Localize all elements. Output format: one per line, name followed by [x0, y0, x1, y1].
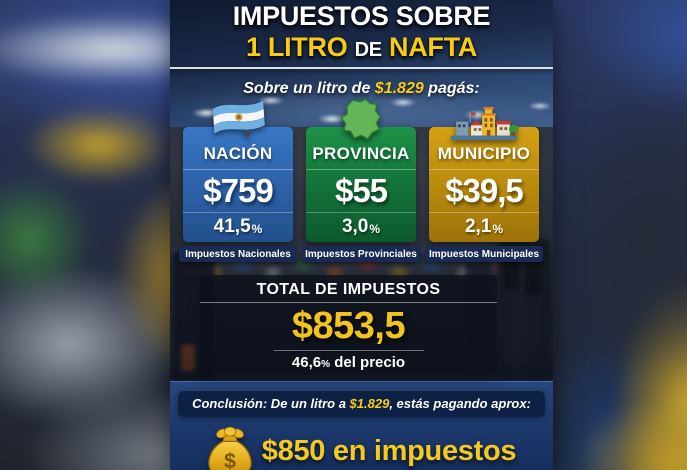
payout-text: $850 en impuestos	[261, 435, 517, 467]
argentina-flag-icon	[183, 97, 293, 141]
card-percent: 2,1%	[464, 216, 504, 237]
tax-card-nacion: NACIÓN $759 41,5% Impuestos Nacionales	[179, 85, 297, 262]
title-line2: 1 LITRO DE NAFTA	[170, 32, 553, 66]
subtitle: Sobre un litro de $1.829 pagás:	[243, 80, 480, 97]
conclusion-bar: Conclusión: De un litro a $1.829, estás …	[178, 390, 545, 417]
subtitle-price: $1.829	[374, 80, 424, 97]
svg-text:$: $	[224, 450, 236, 470]
tax-card-provincia: PROVINCIA $55 3,0% Impuestos Provinciale…	[302, 85, 420, 262]
card-amount: $39,5	[429, 170, 539, 213]
card-title: MUNICIPIO	[429, 127, 539, 170]
card-body-municipio: MUNICIPIO $39,5 2,1%	[429, 127, 539, 242]
total-amount: $853,5	[291, 305, 406, 347]
total-panel: TOTAL DE IMPUESTOS $853,5 46,6% del prec…	[200, 275, 497, 375]
card-body-provincia: PROVINCIA $55 3,0%	[306, 127, 416, 242]
title-nafta: NAFTA	[381, 32, 477, 62]
percent-sign: %	[321, 359, 331, 370]
town-buildings-icon	[429, 105, 539, 142]
card-title: NACIÓN	[183, 127, 293, 170]
total-label: TOTAL DE IMPUESTOS	[200, 275, 497, 303]
card-footer-label: Impuestos Municipales	[425, 246, 543, 262]
payout-row: $ $850 en impuestos	[170, 419, 553, 470]
title-line1: IMPUESTOS SOBRE	[232, 1, 491, 31]
card-footer-label: Impuestos Provinciales	[302, 246, 420, 262]
conclusion-price: $1.829	[349, 396, 390, 411]
percent-sign: %	[492, 222, 504, 236]
infographic-panel: IMPUESTOS SOBRE 1 LITRO DE NAFTA Sobre u…	[170, 0, 553, 470]
card-title: PROVINCIA	[306, 127, 416, 170]
title-de: DE	[354, 39, 382, 61]
title-divider	[170, 67, 553, 69]
total-divider	[273, 350, 424, 351]
card-percent: 41,5%	[213, 216, 263, 237]
title-litre: 1 LITRO	[246, 32, 355, 62]
card-amount: $55	[306, 170, 416, 213]
money-bag-icon: $	[207, 425, 253, 470]
percent-sign: %	[251, 222, 263, 236]
card-body-nacion: NACIÓN $759 41,5%	[183, 127, 293, 242]
card-percent: 3,0%	[341, 216, 381, 237]
card-amount: $759	[183, 170, 293, 213]
card-footer-label: Impuestos Nacionales	[179, 246, 297, 262]
tax-card-municipio: MUNICIPIO $39,5 2,1% Impuestos Municipal…	[425, 85, 543, 262]
percent-sign: %	[369, 222, 381, 236]
province-map-icon	[306, 97, 416, 142]
page-title: IMPUESTOS SOBRE 1 LITRO DE NAFTA	[170, 1, 553, 66]
total-percent: 46,6% del precio	[291, 354, 406, 371]
